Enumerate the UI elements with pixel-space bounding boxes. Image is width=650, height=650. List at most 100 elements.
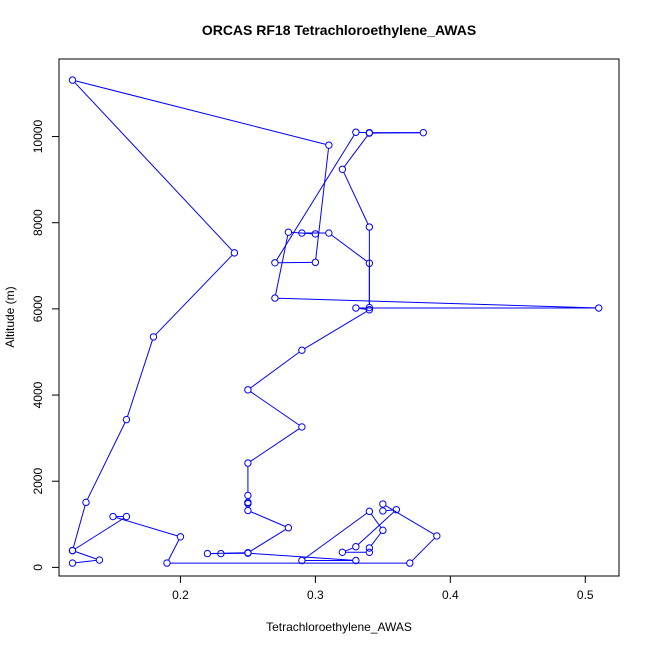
series-line-segment xyxy=(278,297,596,309)
series-line-segment xyxy=(75,551,97,560)
y-axis-label: Altitude (m) xyxy=(3,286,17,347)
data-point xyxy=(352,128,360,136)
data-point xyxy=(244,386,252,394)
data-point xyxy=(163,559,171,567)
data-point xyxy=(244,491,252,500)
data-point xyxy=(284,228,293,236)
series-line-segment xyxy=(411,537,435,562)
series-line-segment xyxy=(370,532,382,546)
series-line-segment xyxy=(115,516,178,537)
series-line-segment xyxy=(343,171,369,225)
data-point xyxy=(203,549,212,558)
data-point xyxy=(68,559,77,567)
data-point xyxy=(82,498,90,507)
series-line-segment xyxy=(357,511,395,545)
data-point xyxy=(595,304,603,312)
series-line-segment xyxy=(210,552,245,555)
series-line-segment xyxy=(250,428,300,462)
series-line-segment xyxy=(167,539,180,561)
y-tick-label: 6000 xyxy=(31,295,45,322)
data-point xyxy=(352,556,360,565)
data-point xyxy=(365,223,374,231)
chart-title: ORCAS RF18 Tetrachloroethylene_AWAS xyxy=(202,22,476,38)
series-line-segment xyxy=(126,339,153,417)
y-tick-label: 8000 xyxy=(31,209,45,236)
data-point xyxy=(352,543,360,551)
x-tick-label: 0.3 xyxy=(307,588,324,602)
data-point xyxy=(406,559,414,567)
data-point xyxy=(365,128,374,137)
data-point xyxy=(311,230,320,238)
data-point xyxy=(244,506,252,515)
data-point xyxy=(298,556,306,565)
data-point xyxy=(109,512,117,521)
y-tick-label: 4000 xyxy=(31,381,45,408)
x-tick-label: 0.5 xyxy=(577,588,594,602)
data-point xyxy=(298,346,306,354)
x-tick-label: 0.2 xyxy=(172,588,189,602)
data-point xyxy=(379,507,387,515)
series-line-segment xyxy=(250,529,286,552)
data-point xyxy=(325,229,333,237)
series-line-segment xyxy=(345,547,354,552)
data-point xyxy=(365,259,374,267)
series-line-segment xyxy=(385,509,394,512)
plot-frame xyxy=(58,58,620,577)
series-line-segment xyxy=(343,135,368,168)
data-point xyxy=(392,505,401,514)
data-point xyxy=(365,303,374,312)
data-point xyxy=(365,507,374,516)
series-line-segment xyxy=(250,351,300,389)
data-point xyxy=(365,306,374,314)
series-layer xyxy=(68,76,603,567)
data-point xyxy=(352,304,360,312)
y-axis: 0 2000 4000 6000 8000 10000 xyxy=(31,120,59,571)
data-point xyxy=(95,556,104,564)
data-point xyxy=(271,259,279,267)
data-point xyxy=(122,512,131,521)
series-line-segment xyxy=(86,422,126,500)
data-point xyxy=(271,294,279,302)
data-point xyxy=(325,141,333,149)
series-line-segment xyxy=(304,512,368,560)
data-point xyxy=(230,249,239,257)
data-point xyxy=(68,546,77,555)
series-line-segment xyxy=(75,80,326,145)
series-line-segment xyxy=(276,134,355,261)
data-point xyxy=(176,533,185,541)
data-point xyxy=(68,76,77,84)
data-point xyxy=(379,526,387,535)
data-point xyxy=(298,229,306,237)
data-point xyxy=(338,548,347,557)
data-point xyxy=(244,459,252,467)
series-line-segment xyxy=(74,82,233,251)
data-point xyxy=(244,549,252,557)
x-axis-label: Tetrachloroethylene_AWAS xyxy=(266,620,412,634)
data-point xyxy=(338,165,347,173)
data-point xyxy=(433,532,441,540)
data-point xyxy=(311,258,320,267)
data-point xyxy=(379,500,387,508)
y-tick-label: 10000 xyxy=(31,120,45,154)
x-tick-label: 0.4 xyxy=(442,588,459,602)
series-line-segment xyxy=(250,511,286,527)
y-tick-label: 2000 xyxy=(31,468,45,495)
data-point xyxy=(122,415,131,424)
series-line-segment xyxy=(331,234,368,262)
x-axis: 0.2 0.3 0.4 0.5 xyxy=(172,576,594,602)
series-line-segment xyxy=(72,505,86,548)
data-point xyxy=(217,549,225,558)
data-point xyxy=(149,333,158,341)
data-point xyxy=(365,544,374,552)
series-line-segment xyxy=(315,148,330,260)
y-tick-label: 0 xyxy=(31,564,45,571)
series-line-segment xyxy=(75,559,97,564)
series-line-segment xyxy=(74,517,125,550)
series-line-segment xyxy=(304,310,367,350)
series-line-segment xyxy=(370,513,382,529)
series-line-segment xyxy=(358,307,367,310)
series-line-segment xyxy=(250,391,300,426)
data-point xyxy=(284,524,293,532)
series-line-segment xyxy=(155,254,233,335)
